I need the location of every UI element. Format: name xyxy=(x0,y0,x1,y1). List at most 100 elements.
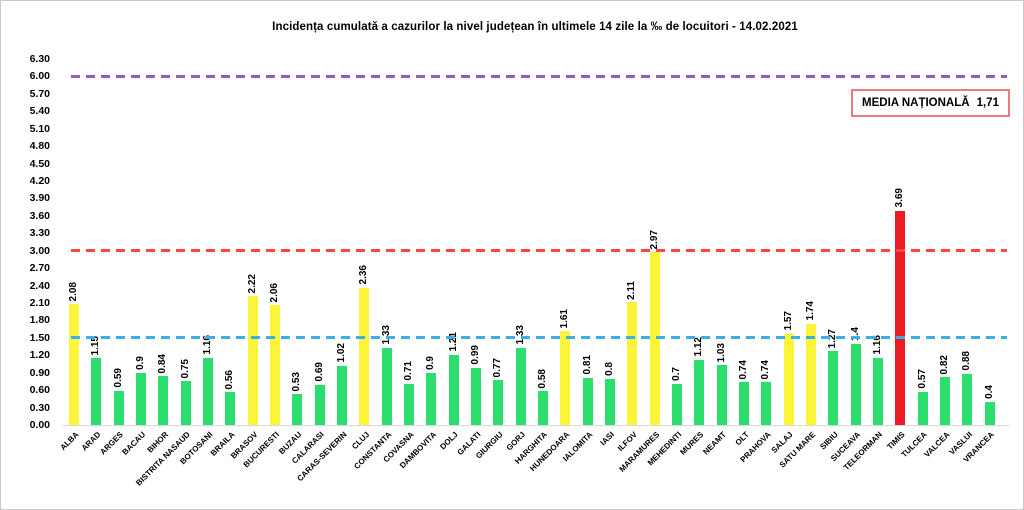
bar-brasov xyxy=(247,296,258,425)
reference-line-threshold-1-50 xyxy=(71,336,1007,340)
bar-bucuresti xyxy=(270,305,281,425)
bar-ialomita xyxy=(582,377,593,425)
bar-covasna xyxy=(404,383,415,425)
bar-satu-mare xyxy=(805,323,816,425)
bar-column: 1.61 xyxy=(554,59,576,425)
bar-giurgiu xyxy=(493,380,504,425)
bar-dolj xyxy=(448,354,459,425)
chart-title: Incidența cumulată a cazurilor la nivel … xyxy=(272,21,798,33)
bar-iasi xyxy=(605,378,616,425)
bar-value-label: 0.75 xyxy=(179,358,191,379)
bar-column: 0.81 xyxy=(577,59,599,425)
x-axis-cell: BISTRITA NASAUD xyxy=(135,427,197,509)
bar-column: 1.27 xyxy=(822,59,844,425)
bar-dambovita xyxy=(426,372,437,425)
x-axis-category-label: IASI xyxy=(599,430,617,448)
y-axis-tick-label: 0.30 xyxy=(29,401,50,414)
y-axis-tick-label: 3.00 xyxy=(29,244,50,257)
bar-column: 0.74 xyxy=(733,59,755,425)
y-axis-tick-label: 4.80 xyxy=(29,139,50,152)
bar-value-label: 2.06 xyxy=(269,282,281,303)
bar-column: 0.74 xyxy=(755,59,777,425)
bar-value-label: 2.22 xyxy=(246,273,258,294)
bar-column: 1.74 xyxy=(800,59,822,425)
bar-value-label: 0.84 xyxy=(157,353,169,374)
bar-value-label: 0.8 xyxy=(604,361,616,376)
bar-caras-severin xyxy=(337,365,348,425)
x-axis-cell: DAMBOVITA xyxy=(398,427,442,509)
bar-value-label: 0.74 xyxy=(760,359,772,380)
x-axis-category-label: OLT xyxy=(733,430,751,448)
x-axis-cell: ARAD xyxy=(80,427,107,509)
bar-calarasi xyxy=(314,384,325,425)
bar-column: 0.7 xyxy=(666,59,688,425)
bar-timis xyxy=(895,210,906,425)
bar-value-label: 0.81 xyxy=(581,355,593,375)
x-axis-cell: SALAJ xyxy=(770,427,800,509)
national-average-value: 1,71 xyxy=(976,97,999,109)
x-axis-cell: SATU MARE xyxy=(778,427,822,509)
bar-value-label: 1.74 xyxy=(804,301,816,321)
y-axis-tick-label: 3.60 xyxy=(29,209,50,222)
bar-valcea xyxy=(939,377,950,425)
bar-column: 1.16 xyxy=(867,59,889,425)
bar-hunedoara xyxy=(560,331,571,425)
bar-value-label: 0.53 xyxy=(291,371,303,392)
bar-column: 1.33 xyxy=(510,59,532,425)
bar-value-label: 3.69 xyxy=(894,188,906,208)
x-axis-cell: VRANCEA xyxy=(962,427,1000,509)
bars-container: 2.08 1.15 0.59 0.9 0.84 0.75 1.16 0.56 2.22 2.06 0… xyxy=(63,59,1001,425)
bar-value-label: 1.33 xyxy=(514,325,526,345)
y-axis-tick-label: 3.30 xyxy=(29,227,50,240)
bar-value-label: 0.77 xyxy=(492,357,504,378)
y-axis-tick-label: 2.10 xyxy=(29,296,50,309)
bar-column: 2.97 xyxy=(644,59,666,425)
plot-area: 2.08 1.15 0.59 0.9 0.84 0.75 1.16 0.56 2.22 2.06 0… xyxy=(63,59,1009,426)
bar-column: 0.58 xyxy=(532,59,554,425)
bar-column: 3.69 xyxy=(889,59,911,425)
bar-column: 0.75 xyxy=(175,59,197,425)
x-axis-cell: TELEORMAN xyxy=(842,427,889,509)
bar-column: 0.84 xyxy=(152,59,174,425)
bar-olt xyxy=(739,382,749,425)
bar-ilfov xyxy=(627,302,638,425)
bar-column: 2.22 xyxy=(242,59,264,425)
bar-value-label: 2.36 xyxy=(358,265,370,285)
bar-harghita xyxy=(538,391,549,425)
bar-galati xyxy=(471,367,482,425)
x-axis-cell: BRASOV xyxy=(229,427,264,509)
bar-alba xyxy=(69,304,80,425)
bar-braila xyxy=(225,392,236,425)
bar-value-label: 0.82 xyxy=(938,354,950,375)
national-average-label: MEDIA NAȚIONALĂ xyxy=(862,97,970,109)
bar-column: 2.11 xyxy=(621,59,643,425)
y-axis-tick-label: 1.80 xyxy=(29,314,50,327)
y-axis-tick-label: 0.90 xyxy=(29,366,50,379)
bar-column: 1.15 xyxy=(85,59,107,425)
bar-value-label: 2.08 xyxy=(68,281,80,302)
bar-column: 1.33 xyxy=(376,59,398,425)
y-axis-tick-label: 2.70 xyxy=(29,261,50,274)
x-axis-cell: BRAILA xyxy=(209,427,241,509)
bar-sibiu xyxy=(828,351,839,425)
bar-mehedinti xyxy=(672,384,683,425)
bar-column: 1.16 xyxy=(197,59,219,425)
bar-value-label: 0.74 xyxy=(738,359,749,380)
bar-column: 1.03 xyxy=(711,59,733,425)
x-axis-cell: CARAS-SEVERIN xyxy=(295,427,353,509)
bar-value-label: 0.56 xyxy=(224,370,236,390)
x-axis-cell: TULCEA xyxy=(900,427,933,509)
bar-column: 0.88 xyxy=(956,59,978,425)
x-axis-cell: SIBIU xyxy=(818,427,844,509)
bar-vaslui xyxy=(962,373,973,425)
bar-value-label: 0.7 xyxy=(671,367,683,382)
y-axis-tick-label: 6.30 xyxy=(29,52,50,65)
x-axis-cell: DOLJ xyxy=(439,427,465,509)
x-axis-cell: IALOMITA xyxy=(561,427,599,509)
bar-column: 0.77 xyxy=(487,59,509,425)
reference-line-threshold-3-00 xyxy=(71,249,1007,253)
x-axis-cell: BUCURESTI xyxy=(242,427,286,509)
bar-tulcea xyxy=(917,391,928,425)
y-axis-tick-label: 0.00 xyxy=(29,418,50,431)
bar-column: 1.57 xyxy=(778,59,800,425)
